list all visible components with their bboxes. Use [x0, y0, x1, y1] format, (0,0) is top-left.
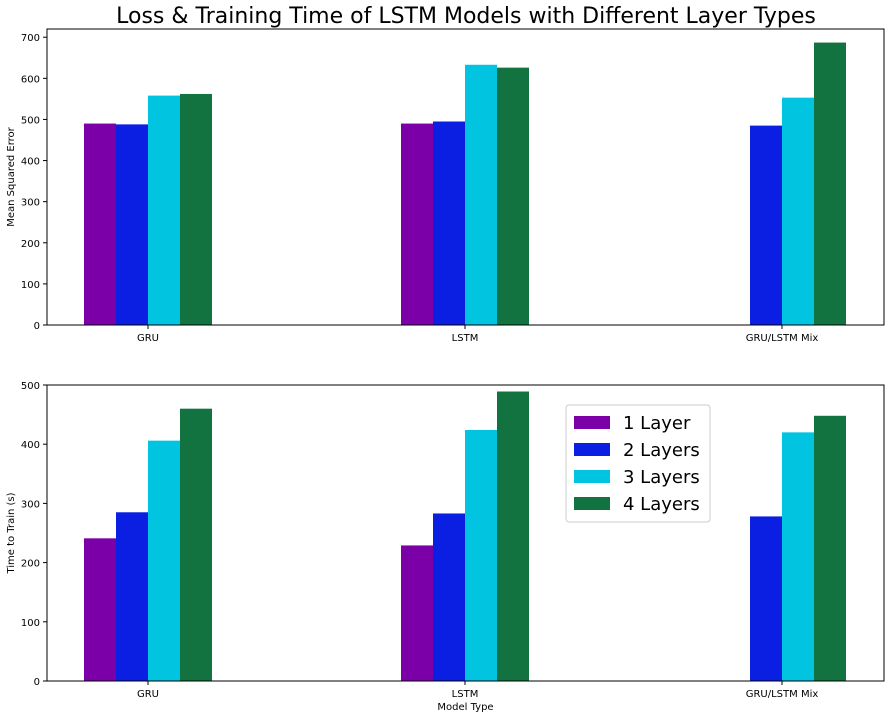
legend-label-3: 3 Layers [623, 467, 700, 488]
y-tick-label: 300 [21, 198, 40, 209]
y-tick-label: 400 [21, 440, 40, 451]
legend-swatch-2 [574, 443, 610, 456]
bar-1-gru-1 [84, 123, 116, 325]
bar-1-lstm-2 [433, 121, 465, 325]
y-axis-label: Mean Squared Error [6, 126, 17, 226]
bar-2-lstm-3 [465, 429, 497, 681]
bar-2-lstm-1 [401, 545, 433, 681]
y-tick-label: 0 [34, 677, 40, 688]
y-tick-label: 200 [21, 239, 40, 250]
y-tick-label: 500 [21, 115, 40, 126]
bar-2-gru-2 [116, 512, 148, 681]
bar-2-gru-4 [180, 408, 212, 681]
y-tick-label: 500 [21, 381, 40, 392]
x-tick-label: LSTM [452, 333, 479, 344]
legend-swatch-3 [574, 470, 610, 483]
legend-label-4: 4 Layers [623, 494, 700, 515]
bar-2-lstm-2 [433, 513, 465, 681]
x-tick-label: GRU/LSTM Mix [746, 689, 819, 700]
y-tick-label: 100 [21, 618, 40, 629]
bar-2-gru-lstm-mix-2 [750, 516, 782, 681]
bar-2-gru-lstm-mix-4 [814, 415, 846, 681]
y-axis-label: Time to Train (s) [6, 492, 17, 574]
legend-frame [565, 404, 711, 523]
y-tick-label: 0 [34, 321, 40, 332]
bar-1-gru-4 [180, 93, 212, 325]
chart-title: Loss & Training Time of LSTM Models with… [116, 4, 816, 29]
y-tick-label: 300 [21, 499, 40, 510]
bar-2-gru-lstm-mix-3 [782, 432, 814, 681]
bar-1-lstm-1 [401, 123, 433, 325]
x-tick-label: GRU [137, 689, 159, 700]
x-tick-label: GRU [137, 333, 159, 344]
bar-2-gru-3 [148, 440, 180, 681]
subplots: 0 100 200 300 400 500 600 700 GRU LSTM GRU/LSTM Mi… [6, 28, 885, 713]
bar-2-lstm-4 [497, 391, 529, 681]
subplot-1: 0 100 200 300 400 500 600 700 GRU LSTM GRU/LSTM Mi… [6, 28, 885, 344]
bar-1-lstm-4 [497, 67, 529, 326]
y-tick-label: 600 [21, 74, 40, 85]
legend: 1 Layer 2 Layers 3 Layers 4 Layers [565, 404, 711, 523]
legend-swatch-4 [574, 497, 610, 510]
subplot-2: 0 100 200 300 400 500 GRU LSTM GRU/LSTM Mix Time … [6, 381, 885, 713]
bar-1-gru-lstm-mix-4 [814, 42, 846, 326]
legend-label-2: 2 Layers [623, 440, 700, 461]
bar-1-gru-lstm-mix-2 [750, 125, 782, 325]
legend-swatch-1 [574, 416, 610, 429]
bar-1-gru-2 [116, 124, 148, 325]
x-tick-label: LSTM [452, 689, 479, 700]
y-tick-label: 200 [21, 559, 40, 570]
bar-1-gru-lstm-mix-3 [782, 97, 814, 326]
bar-2-gru-1 [84, 538, 116, 681]
y-tick-label: 100 [21, 280, 40, 291]
y-tick-label: 400 [21, 157, 40, 168]
bar-1-gru-3 [148, 95, 180, 325]
y-tick-label: 700 [21, 33, 40, 44]
x-tick-label: GRU/LSTM Mix [746, 333, 819, 344]
bar-1-lstm-3 [465, 64, 497, 326]
legend-label-1: 1 Layer [623, 413, 691, 434]
x-axis-label: Model Type [437, 702, 493, 713]
